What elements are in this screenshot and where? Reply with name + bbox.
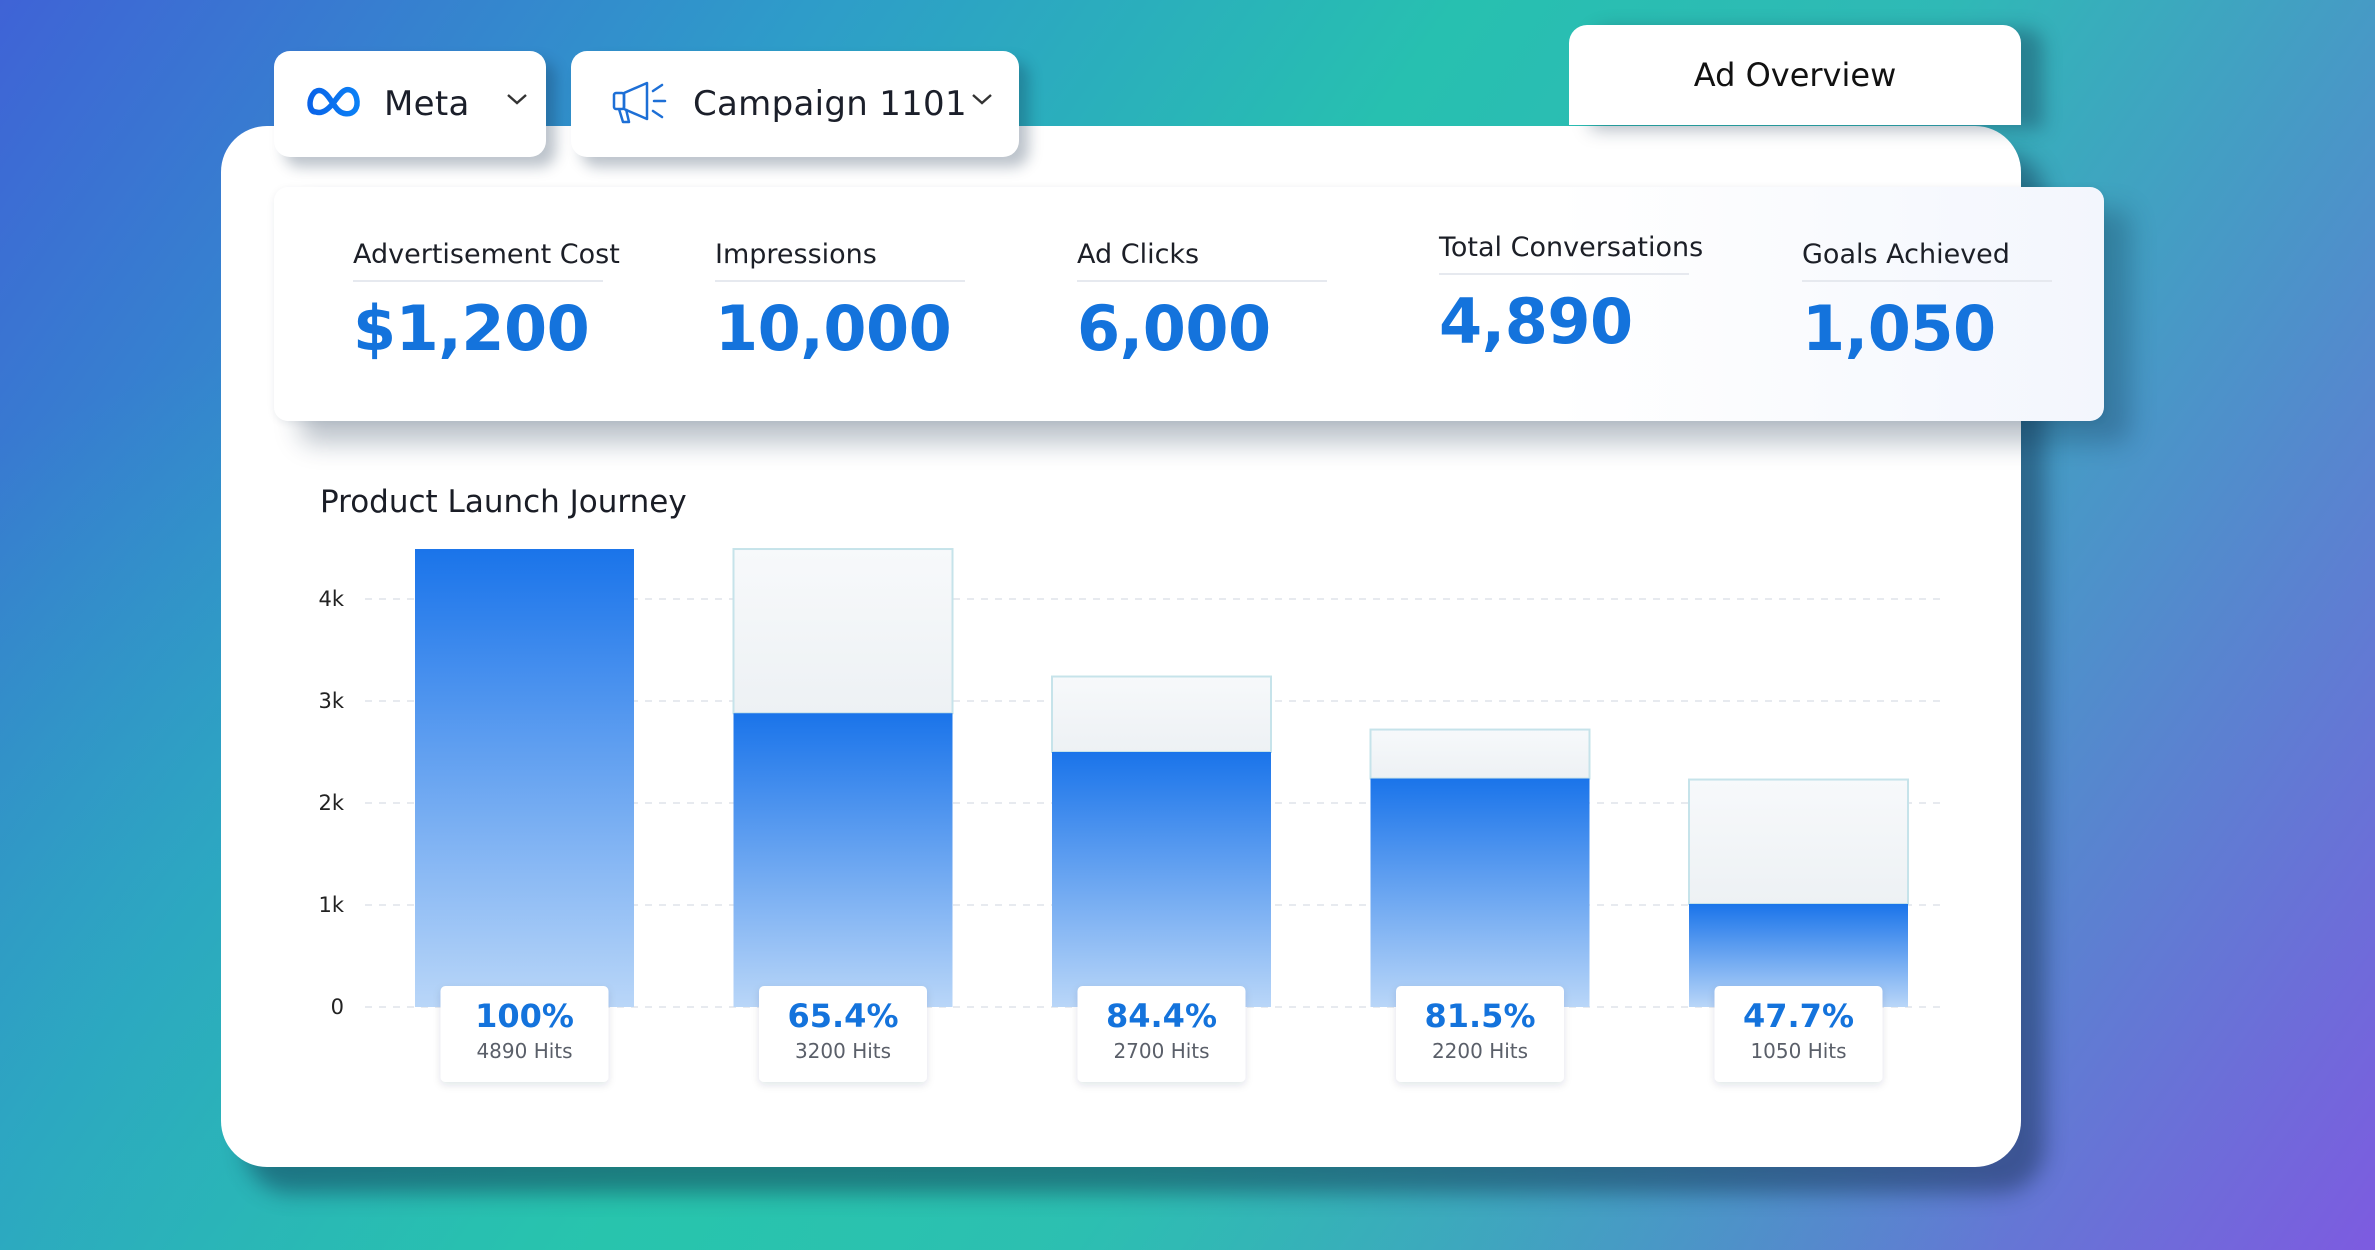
stat-value: 1,050 xyxy=(1802,292,1996,365)
bar-hits-label: 3200 Hits xyxy=(795,1039,891,1063)
stat-label: Goals Achieved xyxy=(1802,239,2052,282)
bar xyxy=(415,549,634,1007)
stat-value: 6,000 xyxy=(1077,292,1271,365)
bar xyxy=(1370,778,1590,1007)
bar-hits-label: 2200 Hits xyxy=(1432,1039,1528,1063)
bar-ghost xyxy=(732,548,954,715)
stat-total-conversations: Total Conversations 4,890 xyxy=(1439,232,1703,358)
bar-label-box xyxy=(759,986,927,1082)
stat-label: Impressions xyxy=(715,239,965,282)
bar-hits-label: 1050 Hits xyxy=(1750,1039,1846,1063)
platform-dropdown[interactable]: Meta xyxy=(274,51,546,157)
platform-label: Meta xyxy=(384,84,470,124)
stat-advertisement-cost: Advertisement Cost $1,200 xyxy=(353,239,620,365)
stat-value: 10,000 xyxy=(715,292,952,365)
tab-ad-overview[interactable]: Ad Overview xyxy=(1569,25,2021,125)
chart-title: Product Launch Journey xyxy=(320,484,687,520)
bar-percent-label: 65.4% xyxy=(787,997,898,1035)
tab-label: Ad Overview xyxy=(1693,56,1897,94)
stat-label: Advertisement Cost xyxy=(353,239,620,282)
stats-panel: Advertisement Cost $1,200 Impressions 10… xyxy=(274,187,2104,421)
bar-ghost xyxy=(1369,728,1591,780)
bar-label-box xyxy=(1714,986,1883,1082)
stat-label: Ad Clicks xyxy=(1077,239,1327,282)
stat-value: 4,890 xyxy=(1439,285,1633,358)
bar xyxy=(733,713,953,1007)
bar-percent-label: 47.7% xyxy=(1743,997,1854,1035)
product-launch-bar-chart: 0 1k 2k 3k 4k 100% 4890 Hits 65.4% 3200 Hits 84.4… xyxy=(318,548,1945,1082)
stat-ad-clicks: Ad Clicks 6,000 xyxy=(1077,239,1327,365)
y-tick-label: 1k xyxy=(318,893,344,917)
bar-label-box xyxy=(1396,986,1564,1082)
bar-label-box xyxy=(1077,986,1246,1082)
bar-percent-label: 100% xyxy=(475,997,574,1035)
bar-percent-label: 81.5% xyxy=(1424,997,1535,1035)
y-tick-label: 0 xyxy=(331,995,344,1019)
meta-logo-icon xyxy=(306,82,362,126)
stat-goals-achieved: Goals Achieved 1,050 xyxy=(1802,239,2052,365)
y-tick-label: 4k xyxy=(318,587,344,611)
y-tick-label: 3k xyxy=(318,689,344,713)
bar-hits-label: 2700 Hits xyxy=(1113,1039,1209,1063)
megaphone-icon xyxy=(611,78,673,130)
y-tick-label: 2k xyxy=(318,791,344,815)
bar xyxy=(1052,752,1271,1007)
chevron-down-icon xyxy=(971,91,993,110)
campaign-label: Campaign 1101 xyxy=(693,84,967,124)
stat-value: $1,200 xyxy=(353,292,590,365)
bar-ghost xyxy=(1051,675,1272,754)
chevron-down-icon xyxy=(506,91,528,110)
bar-ghost xyxy=(1688,778,1909,905)
bar-label-box xyxy=(440,986,609,1082)
stat-label: Total Conversations xyxy=(1439,232,1703,275)
bar-percent-label: 84.4% xyxy=(1106,997,1217,1035)
stat-impressions: Impressions 10,000 xyxy=(715,239,965,365)
campaign-dropdown[interactable]: Campaign 1101 xyxy=(571,51,1019,157)
bar-hits-label: 4890 Hits xyxy=(476,1039,572,1063)
